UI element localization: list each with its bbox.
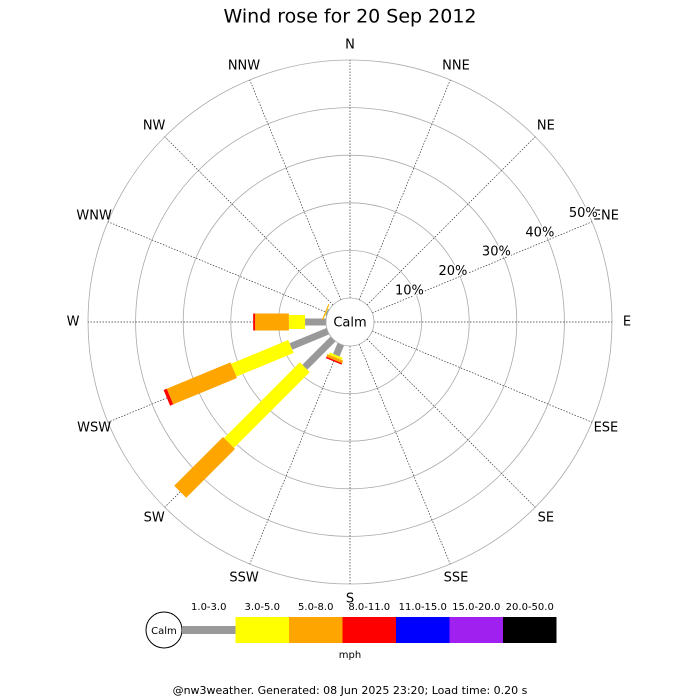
direction-label: S: [346, 592, 354, 607]
legend-label: 20.0-50.0: [506, 602, 554, 613]
bar-segment: [328, 352, 343, 361]
spoke: [366, 338, 536, 508]
spoke: [358, 344, 451, 565]
r-tick-label: 10%: [395, 283, 424, 298]
direction-label: WNW: [76, 208, 112, 223]
grid-ring: [230, 202, 470, 442]
r-tick-label: 50%: [569, 206, 598, 221]
direction-label: ENE: [593, 208, 619, 223]
bar-segment: [289, 327, 330, 350]
footer: @nw3weather. Generated: 08 Jun 2025 23:2…: [173, 684, 528, 697]
direction-label: NNE: [442, 59, 470, 74]
grid-ring: [182, 154, 518, 490]
direction-label: N: [345, 38, 355, 53]
legend-swatch: [396, 617, 450, 643]
direction-label: W: [67, 315, 80, 330]
legend-swatch: [182, 626, 236, 634]
legend-swatch: [235, 617, 289, 643]
direction-label: E: [623, 315, 631, 330]
spoke: [366, 136, 536, 306]
bar-segment: [163, 388, 174, 406]
direction-label: SW: [144, 510, 165, 525]
chart-title: Wind rose for 20 Sep 2012: [223, 6, 476, 28]
spoke: [358, 79, 451, 300]
direction-label: WSW: [77, 421, 111, 436]
legend-label: 5.0-8.0: [298, 602, 333, 613]
direction-label: NW: [143, 119, 166, 134]
legend-unit: mph: [339, 650, 361, 661]
r-tick-label: 40%: [525, 225, 554, 240]
r-tick-label: 30%: [482, 245, 511, 260]
spoke: [372, 221, 593, 314]
direction-label: SE: [538, 510, 554, 525]
bar-segment: [326, 354, 344, 364]
calm-label: Calm: [333, 316, 366, 331]
direction-label: SSW: [229, 570, 259, 585]
bar-segment: [231, 340, 294, 377]
spoke: [372, 330, 593, 423]
bar-segment: [333, 342, 345, 357]
spoke: [164, 136, 334, 306]
direction-label: ESE: [594, 421, 619, 436]
legend-label: 3.0-5.0: [245, 602, 280, 613]
bar-segment: [224, 362, 310, 448]
bar-segment: [325, 356, 343, 365]
bar-segment: [166, 362, 237, 405]
calm-circle: [325, 297, 375, 347]
legend-swatch: [342, 617, 396, 643]
r-tick-label: 20%: [438, 264, 467, 279]
legend-swatch: [289, 617, 343, 643]
legend-label: 8.0-11.0: [348, 602, 390, 613]
bar-segment: [302, 336, 336, 370]
bar-segment: [174, 436, 236, 498]
direction-label: NNW: [228, 59, 260, 74]
legend-swatch: [449, 617, 503, 643]
spoke: [249, 344, 342, 565]
direction-label: SSE: [444, 570, 469, 585]
direction-label: NE: [537, 119, 555, 134]
legend-calm-label: Calm: [151, 626, 177, 637]
spoke: [249, 79, 342, 300]
legend-label: 15.0-20.0: [452, 602, 500, 613]
legend-swatch: [503, 617, 557, 643]
legend-label: 11.0-15.0: [399, 602, 447, 613]
legend-label: 1.0-3.0: [191, 602, 226, 613]
spoke: [107, 221, 328, 314]
